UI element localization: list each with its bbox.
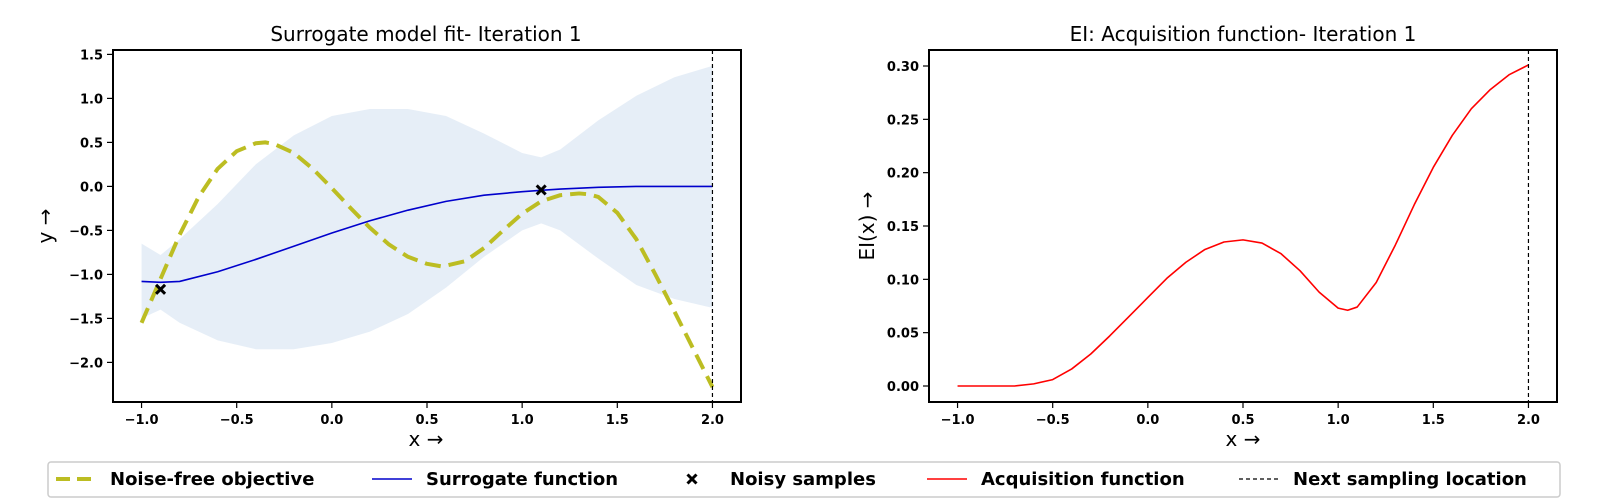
acquisition-chart-title: EI: Acquisition function- Iteration 1 — [1070, 22, 1417, 46]
surrogate-chart-title: Surrogate model fit- Iteration 1 — [270, 22, 581, 46]
surrogate-axes-frame — [112, 49, 742, 403]
legend-box — [47, 461, 1561, 498]
legend-entry: Noise-free objective — [56, 469, 314, 490]
acquisition-y-tick-label: 0.15 — [887, 220, 919, 235]
surrogate-sample-marker — [535, 184, 547, 196]
acquisition-y-tick-label: 0.00 — [887, 380, 919, 395]
acquisition-x-tick-label: 1.0 — [1327, 413, 1350, 428]
surrogate-x-tick-label: 0.0 — [320, 413, 343, 428]
surrogate-x-tick-label: −1.0 — [125, 413, 159, 428]
surrogate-y-tick-label: 1.5 — [80, 48, 103, 63]
acquisition-x-tick-label: −0.5 — [1036, 413, 1070, 428]
acquisition-series-line-0 — [957, 64, 1529, 387]
legend-label: Next sampling location — [1293, 469, 1527, 490]
acquisition-x-tick-label: −1.0 — [941, 413, 975, 428]
surrogate-x-tick-label: −0.5 — [220, 413, 254, 428]
acquisition-plot-area: −1.0 −0.5 0.0 0.5 1.0 1.5 2.0 0.00 0.05 0.10 0.15 0… — [887, 50, 1540, 428]
surrogate-y-axis-label: y → — [33, 209, 57, 244]
acquisition-panel: EI: Acquisition function- Iteration 1 −1… — [855, 22, 1558, 451]
surrogate-plot-area: −1.0 −0.5 0.0 0.5 1.0 1.5 2.0 −2.0 −1.5 −1.0 −0.5 0… — [69, 48, 724, 428]
surrogate-panel: Surrogate model fit- Iteration 1 −1.0 −0.… — [33, 22, 742, 451]
surrogate-y-tick-label: 0.0 — [80, 180, 103, 195]
surrogate-y-tick-label: 0.5 — [80, 136, 103, 151]
legend-label: Surrogate function — [426, 469, 618, 490]
surrogate-y-tick-label: −2.0 — [69, 356, 103, 371]
surrogate-y-tick-label: −1.5 — [69, 312, 103, 327]
acquisition-x-tick-label: 0.0 — [1136, 413, 1159, 428]
surrogate-y-tick-label: −0.5 — [69, 224, 103, 239]
surrogate-y-tick-label: −1.0 — [69, 268, 103, 283]
acquisition-x-axis-label: x → — [1226, 427, 1261, 451]
legend-entry: Next sampling location — [1239, 469, 1527, 490]
acquisition-y-tick-label: 0.20 — [887, 167, 919, 182]
surrogate-x-tick-label: 0.5 — [415, 413, 438, 428]
surrogate-x-tick-label: 2.0 — [701, 413, 724, 428]
legend-entry: Noisy samples — [686, 469, 876, 490]
surrogate-x-tick-label: 1.0 — [511, 413, 534, 428]
surrogate-sample-marker — [155, 283, 167, 295]
legend: Noise-free objective Surrogate function No… — [47, 461, 1561, 498]
legend-entry: Surrogate function — [372, 469, 618, 490]
acquisition-x-tick-label: 2.0 — [1517, 413, 1540, 428]
legend-label: Acquisition function — [981, 469, 1185, 490]
legend-label: Noisy samples — [730, 469, 876, 490]
acquisition-y-tick-label: 0.10 — [887, 273, 919, 288]
acquisition-y-tick-label: 0.05 — [887, 327, 919, 342]
surrogate-x-axis-label: x → — [409, 427, 444, 451]
legend-handle-marker — [686, 473, 698, 485]
surrogate-y-tick-label: 1.0 — [80, 92, 103, 107]
surrogate-x-tick-label: 1.5 — [606, 413, 629, 428]
acquisition-y-tick-label: 0.30 — [887, 60, 919, 75]
acquisition-y-tick-label: 0.25 — [887, 113, 919, 128]
acquisition-y-axis-label: EI(x) → — [855, 191, 879, 260]
acquisition-x-tick-label: 1.5 — [1422, 413, 1445, 428]
surrogate-series-line-0 — [139, 140, 715, 388]
legend-label: Noise-free objective — [110, 469, 314, 490]
acquisition-axes-frame — [928, 49, 1558, 403]
acquisition-x-tick-label: 0.5 — [1231, 413, 1254, 428]
legend-entry: Acquisition function — [927, 469, 1185, 490]
surrogate-confidence-band — [141, 65, 713, 350]
surrogate-series-line-1 — [141, 185, 713, 284]
